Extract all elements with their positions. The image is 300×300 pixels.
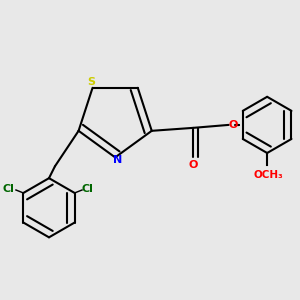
Text: N: N bbox=[113, 155, 123, 165]
Text: O: O bbox=[228, 120, 238, 130]
Text: S: S bbox=[87, 77, 95, 87]
Text: OCH₃: OCH₃ bbox=[254, 170, 284, 180]
Text: Cl: Cl bbox=[82, 184, 94, 194]
Text: Cl: Cl bbox=[3, 184, 14, 194]
Text: O: O bbox=[188, 160, 198, 170]
